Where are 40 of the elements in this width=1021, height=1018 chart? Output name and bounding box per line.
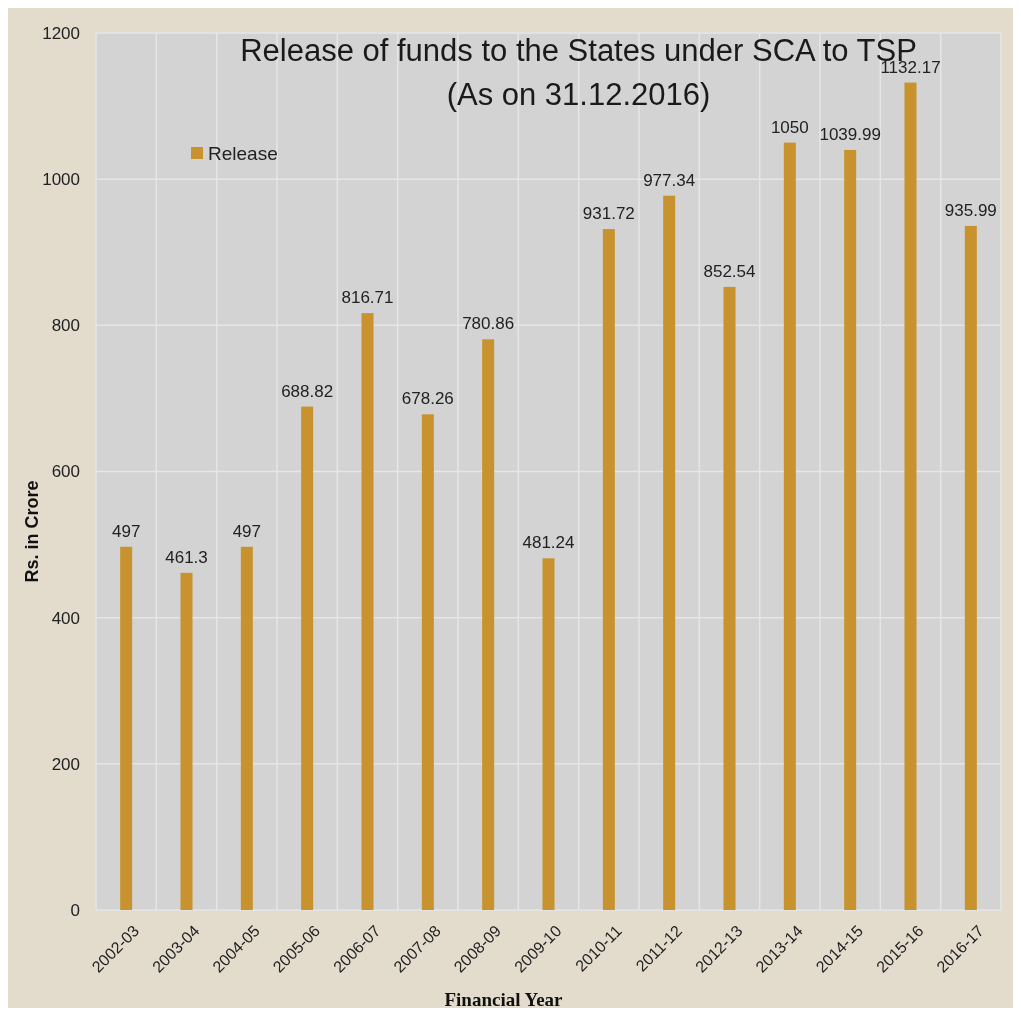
- bar: [361, 313, 374, 910]
- data-label: 1039.99: [819, 124, 881, 144]
- bar: [120, 546, 133, 910]
- data-label: 497: [232, 521, 262, 541]
- legend-label: Release: [208, 142, 278, 164]
- bar: [180, 572, 193, 910]
- x-axis-title: Financial Year: [444, 989, 564, 1010]
- data-label: 1050: [770, 117, 809, 137]
- bar: [482, 339, 495, 910]
- data-label: 497: [111, 521, 141, 541]
- y-tick-label: 200: [51, 754, 80, 774]
- bar: [904, 82, 917, 910]
- bar: [723, 286, 736, 910]
- bar: [602, 229, 615, 910]
- y-tick-label: 800: [51, 316, 80, 336]
- data-label: 931.72: [582, 204, 635, 224]
- data-label: 481.24: [522, 533, 575, 553]
- data-label: 977.34: [643, 170, 696, 190]
- bar: [783, 142, 796, 910]
- y-tick-label: 1000: [42, 170, 80, 190]
- y-tick-label: 600: [51, 462, 80, 482]
- data-label: 461.3: [165, 547, 208, 567]
- bar: [964, 225, 977, 910]
- bar: [240, 546, 253, 910]
- y-tick-label: 400: [51, 608, 80, 628]
- bar: [542, 558, 555, 910]
- data-label: 780.86: [462, 314, 515, 334]
- data-label: 816.71: [341, 288, 394, 308]
- bar: [663, 195, 676, 910]
- y-tick-label: 1200: [42, 23, 80, 43]
- bar: [301, 406, 314, 910]
- bar: [844, 149, 857, 910]
- data-label: 935.99: [944, 200, 997, 220]
- data-label: 852.54: [703, 261, 756, 281]
- y-tick-label: 0: [70, 900, 80, 920]
- data-label: 688.82: [281, 381, 334, 401]
- text: (As on 31.12.2016): [446, 77, 711, 112]
- bar: [421, 414, 434, 910]
- y-axis-title: Rs. in Crore: [22, 480, 42, 583]
- data-label: 678.26: [401, 389, 454, 409]
